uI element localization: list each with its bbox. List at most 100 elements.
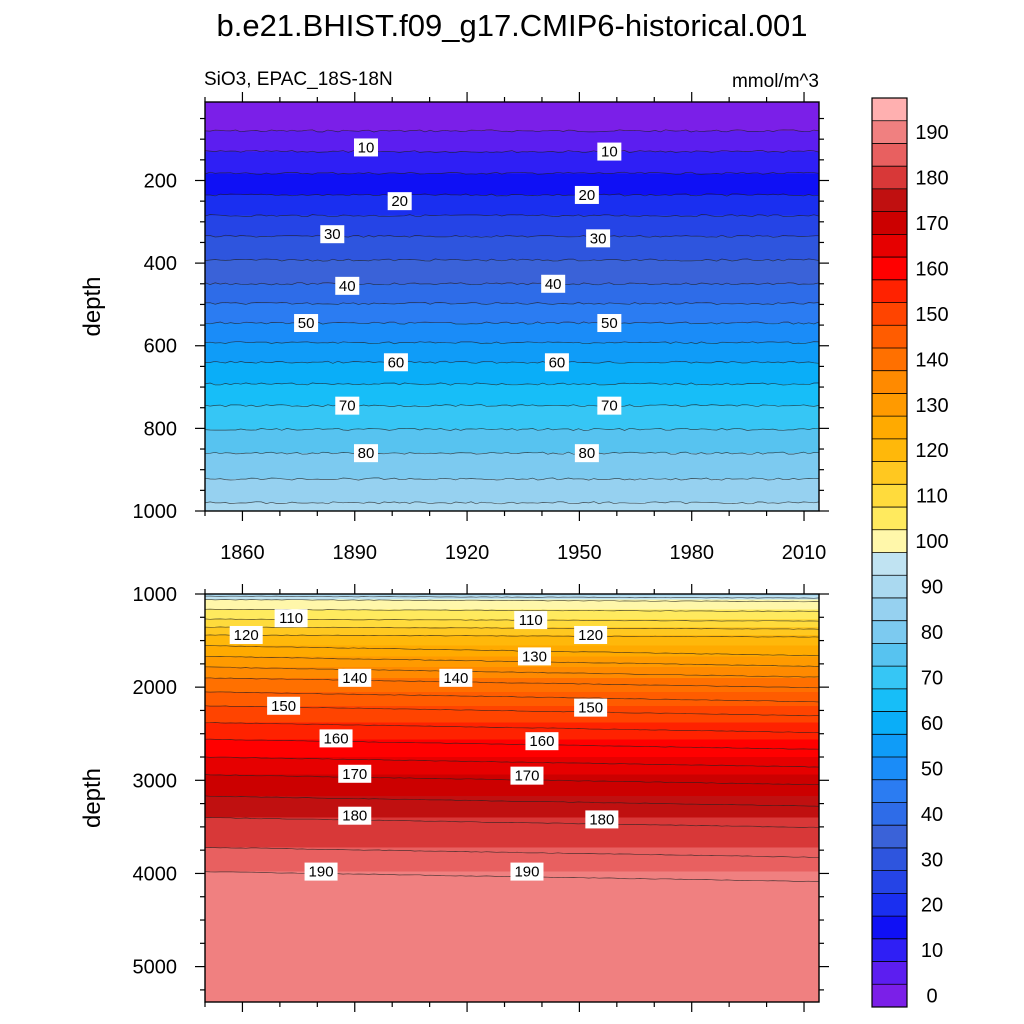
contour-label-text: 150 xyxy=(271,698,296,715)
y-tick-label: 800 xyxy=(144,418,177,440)
contour-line xyxy=(204,722,820,734)
contour-label: 190 xyxy=(304,862,338,881)
contour-line xyxy=(204,171,820,175)
colorbar-swatch xyxy=(872,143,907,167)
x-tick-label: 1920 xyxy=(445,542,490,564)
contour-line xyxy=(204,150,820,154)
contour-line xyxy=(204,817,820,829)
contour-line xyxy=(205,193,820,197)
contour-fill xyxy=(205,102,819,511)
contour-line xyxy=(204,451,820,455)
contour-label: 190 xyxy=(510,862,544,881)
x-tick-label: 1980 xyxy=(669,542,714,564)
contour-label: 60 xyxy=(383,353,408,372)
colorbar-swatch xyxy=(872,938,907,962)
colorbar-swatch xyxy=(872,825,907,849)
contour-label: 10 xyxy=(353,138,378,157)
colorbar-label: 160 xyxy=(915,258,948,280)
contour-label-text: 170 xyxy=(342,766,367,783)
contour-line xyxy=(204,626,820,630)
contour-label: 170 xyxy=(338,764,372,783)
contour-label-text: 50 xyxy=(601,315,618,332)
y-tick-label: 200 xyxy=(144,170,177,192)
colorbar-swatch xyxy=(872,597,907,621)
contour-line xyxy=(204,595,820,599)
contour-label: 150 xyxy=(574,698,608,717)
contour-line xyxy=(204,214,820,218)
contour-line xyxy=(204,738,820,750)
contour-label-text: 10 xyxy=(601,144,618,161)
colorbar-swatch xyxy=(872,757,907,781)
colorbar-swatch xyxy=(872,166,907,190)
contour-label: 170 xyxy=(510,766,544,785)
contour-label-text: 160 xyxy=(529,733,554,750)
contour-fill xyxy=(205,594,819,1002)
colorbar-swatch xyxy=(872,211,907,235)
colorbar-swatch xyxy=(872,484,907,508)
colorbar-swatch xyxy=(872,552,907,576)
colorbar-label: 70 xyxy=(921,667,943,689)
colorbar-swatch xyxy=(872,961,907,985)
contour-label-text: 120 xyxy=(578,627,603,644)
contour-label-text: 60 xyxy=(549,354,566,371)
contour-line xyxy=(204,677,820,689)
contour-label: 180 xyxy=(338,806,372,825)
colorbar-label: 170 xyxy=(915,213,948,235)
contour-line xyxy=(204,404,820,408)
contour-line xyxy=(204,634,820,638)
colorbar-label: 110 xyxy=(916,486,948,508)
contour-label: 50 xyxy=(294,314,319,333)
contour-line xyxy=(204,501,820,505)
contour-label: 30 xyxy=(320,225,345,244)
colorbar-swatch xyxy=(872,507,907,531)
colorbar-swatch xyxy=(872,120,907,144)
colorbar-swatch xyxy=(872,188,907,212)
colorbar: 0 10 20 30 40 50 60 70 80 90 100 110 120 130 140 150 160… xyxy=(871,97,949,1008)
contour-line xyxy=(205,645,820,657)
chart-units: mmol/m^3 xyxy=(732,71,819,92)
colorbar-label: 40 xyxy=(921,804,943,826)
contour-label-text: 30 xyxy=(590,230,607,247)
colorbar-swatch xyxy=(872,688,907,712)
contour-label: 50 xyxy=(597,314,622,333)
x-tick-label: 1950 xyxy=(557,542,602,564)
contour-label-text: 10 xyxy=(358,139,375,156)
plot-frame xyxy=(204,101,820,512)
x-tick-label: 1890 xyxy=(333,542,378,564)
contour-label: 20 xyxy=(574,185,599,204)
contour-label-text: 60 xyxy=(388,354,405,371)
colorbar-swatch xyxy=(872,302,907,326)
y-tick-label: 3000 xyxy=(133,770,178,792)
contour-label-text: 70 xyxy=(601,398,618,415)
contour-label: 40 xyxy=(335,276,360,295)
plot-frame xyxy=(204,593,820,1003)
contour-line xyxy=(204,341,820,345)
contour-label-text: 20 xyxy=(579,187,596,204)
colorbar-swatch xyxy=(872,257,907,281)
colorbar-label: 180 xyxy=(915,168,948,190)
contour-label-text: 160 xyxy=(324,730,349,747)
colorbar-swatch xyxy=(872,893,907,917)
contour-label-text: 70 xyxy=(339,398,356,415)
contour-label: 70 xyxy=(335,396,360,415)
contour-line xyxy=(205,360,820,364)
colorbar-swatch xyxy=(872,234,907,258)
contour-label: 140 xyxy=(439,668,473,687)
contour-line xyxy=(204,129,820,133)
colorbar-label: 20 xyxy=(921,895,943,917)
contour-label: 160 xyxy=(525,732,559,751)
contour-line xyxy=(204,477,820,481)
contour-label-text: 130 xyxy=(522,648,547,665)
contour-line xyxy=(204,691,820,703)
contour-line xyxy=(204,282,820,286)
contour-label-text: 40 xyxy=(339,278,356,295)
colorbar-label: 120 xyxy=(915,440,948,462)
colorbar-label: 150 xyxy=(915,304,948,326)
colorbar-swatch xyxy=(872,711,907,735)
contour-label-text: 140 xyxy=(443,670,468,687)
colorbar-label: 0 xyxy=(926,986,937,1008)
colorbar-swatch xyxy=(872,438,907,462)
y-tick-label: 1000 xyxy=(133,501,178,523)
contour-label-text: 80 xyxy=(358,445,375,462)
contour-label: 180 xyxy=(585,810,619,829)
